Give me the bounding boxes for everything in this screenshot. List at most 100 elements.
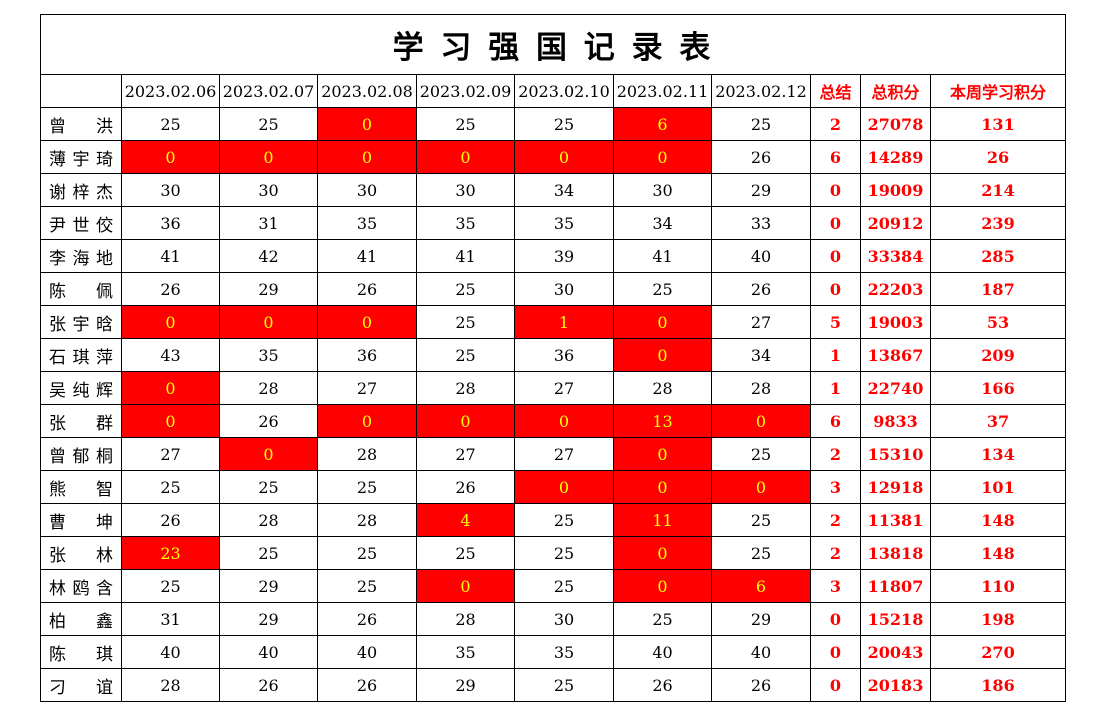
day-score-cell: 33 xyxy=(711,206,811,240)
summary-cell: 6 xyxy=(810,404,861,438)
day-score-cell: 34 xyxy=(711,338,811,372)
summary-cell: 2 xyxy=(810,503,861,537)
corner-cell xyxy=(40,74,122,108)
day-score-cell: 27 xyxy=(416,437,515,471)
day-score-cell: 25 xyxy=(711,503,811,537)
day-score-cell: 25 xyxy=(317,536,417,570)
student-name-cell: 刁谊 xyxy=(40,668,122,702)
total-points-cell: 12918 xyxy=(860,470,931,504)
day-score-cell: 35 xyxy=(416,635,515,669)
day-score-cell: 30 xyxy=(219,173,318,207)
day-score-cell: 25 xyxy=(514,503,614,537)
day-score-cell: 42 xyxy=(219,239,318,273)
day-score-cell: 25 xyxy=(711,437,811,471)
day-score-cell-highlighted: 0 xyxy=(514,404,614,438)
table-row: 曹坤 26 28 28 4 25 11 25 2 11381 148 xyxy=(40,503,1066,537)
day-score-cell: 25 xyxy=(514,668,614,702)
day-score-cell-highlighted: 0 xyxy=(219,140,318,174)
day-score-cell: 28 xyxy=(121,668,220,702)
summary-cell: 1 xyxy=(810,371,861,405)
table-row: 张群 0 26 0 0 0 13 0 6 9833 37 xyxy=(40,404,1066,438)
date-column-header: 2023.02.10 xyxy=(514,74,614,108)
total-points-cell: 20912 xyxy=(860,206,931,240)
day-score-cell: 26 xyxy=(121,272,220,306)
day-score-cell-highlighted: 0 xyxy=(613,470,712,504)
summary-cell: 2 xyxy=(810,536,861,570)
day-score-cell: 25 xyxy=(416,272,515,306)
day-score-cell: 35 xyxy=(416,206,515,240)
student-name-cell: 尹世佼 xyxy=(40,206,122,240)
total-points-cell: 22740 xyxy=(860,371,931,405)
day-score-cell-highlighted: 0 xyxy=(121,404,220,438)
week-points-cell: 187 xyxy=(930,272,1066,306)
table-row: 陈佩 26 29 26 25 30 25 26 0 22203 187 xyxy=(40,272,1066,306)
day-score-cell: 25 xyxy=(613,602,712,636)
table-row: 张宇晗 0 0 0 25 1 0 27 5 19003 53 xyxy=(40,305,1066,339)
table-row: 陈琪 40 40 40 35 35 40 40 0 20043 270 xyxy=(40,635,1066,669)
day-score-cell: 29 xyxy=(416,668,515,702)
day-score-cell: 27 xyxy=(317,371,417,405)
summary-cell: 0 xyxy=(810,239,861,273)
header-row: 2023.02.06 2023.02.07 2023.02.08 2023.02.09… xyxy=(40,74,1066,108)
student-name-cell: 曾郁桐 xyxy=(40,437,122,471)
summary-column-header: 总积分 xyxy=(860,74,931,108)
day-score-cell-highlighted: 0 xyxy=(613,140,712,174)
day-score-cell: 40 xyxy=(613,635,712,669)
student-name-cell: 吴纯辉 xyxy=(40,371,122,405)
week-points-cell: 198 xyxy=(930,602,1066,636)
date-column-header: 2023.02.09 xyxy=(416,74,515,108)
week-points-cell: 134 xyxy=(930,437,1066,471)
day-score-cell: 26 xyxy=(711,272,811,306)
day-score-cell: 27 xyxy=(514,437,614,471)
summary-column-header: 总结 xyxy=(810,74,861,108)
day-score-cell: 25 xyxy=(317,470,417,504)
student-name-cell: 林鸥含 xyxy=(40,569,122,603)
day-score-cell: 29 xyxy=(219,272,318,306)
day-score-cell: 25 xyxy=(514,107,614,141)
week-points-cell: 101 xyxy=(930,470,1066,504)
summary-cell: 3 xyxy=(810,569,861,603)
day-score-cell-highlighted: 0 xyxy=(613,536,712,570)
day-score-cell: 29 xyxy=(711,173,811,207)
day-score-cell: 36 xyxy=(121,206,220,240)
summary-cell: 3 xyxy=(810,470,861,504)
week-points-cell: 26 xyxy=(930,140,1066,174)
day-score-cell-highlighted: 0 xyxy=(514,140,614,174)
day-score-cell: 25 xyxy=(514,569,614,603)
day-score-cell: 29 xyxy=(219,602,318,636)
day-score-cell: 27 xyxy=(711,305,811,339)
student-name-cell: 薄宇琦 xyxy=(40,140,122,174)
student-name-cell: 谢梓杰 xyxy=(40,173,122,207)
student-name-cell: 陈琪 xyxy=(40,635,122,669)
table-row: 熊智 25 25 25 26 0 0 0 3 12918 101 xyxy=(40,470,1066,504)
study-record-table: 学 习 强 国 记 录 表 2023.02.06 2023.02.07 2023.0… xyxy=(40,14,1066,702)
table-row: 吴纯辉 0 28 27 28 27 28 28 1 22740 166 xyxy=(40,371,1066,405)
week-points-cell: 131 xyxy=(930,107,1066,141)
day-score-cell: 26 xyxy=(317,668,417,702)
day-score-cell: 41 xyxy=(416,239,515,273)
week-points-cell: 148 xyxy=(930,536,1066,570)
date-column-header: 2023.02.08 xyxy=(317,74,417,108)
day-score-cell: 25 xyxy=(416,107,515,141)
total-points-cell: 15310 xyxy=(860,437,931,471)
week-points-cell: 53 xyxy=(930,305,1066,339)
week-points-cell: 239 xyxy=(930,206,1066,240)
student-name-cell: 曹坤 xyxy=(40,503,122,537)
title-row: 学 习 强 国 记 录 表 xyxy=(40,14,1066,75)
week-points-cell: 110 xyxy=(930,569,1066,603)
day-score-cell: 41 xyxy=(121,239,220,273)
day-score-cell-highlighted: 1 xyxy=(514,305,614,339)
day-score-cell: 39 xyxy=(514,239,614,273)
day-score-cell: 29 xyxy=(711,602,811,636)
summary-cell: 6 xyxy=(810,140,861,174)
summary-cell: 0 xyxy=(810,602,861,636)
table-row: 张林 23 25 25 25 25 0 25 2 13818 148 xyxy=(40,536,1066,570)
day-score-cell: 30 xyxy=(317,173,417,207)
day-score-cell: 25 xyxy=(219,536,318,570)
day-score-cell-highlighted: 0 xyxy=(317,305,417,339)
day-score-cell: 25 xyxy=(711,107,811,141)
day-score-cell: 25 xyxy=(514,536,614,570)
week-points-cell: 214 xyxy=(930,173,1066,207)
day-score-cell: 28 xyxy=(317,437,417,471)
day-score-cell: 29 xyxy=(219,569,318,603)
